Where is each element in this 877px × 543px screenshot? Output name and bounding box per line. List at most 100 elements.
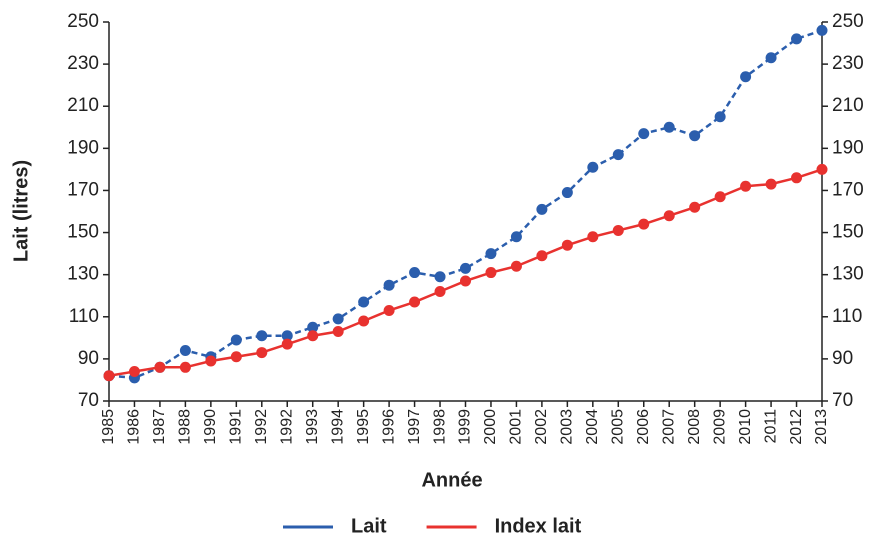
point [281, 338, 293, 350]
x-tick-label: 1990 [202, 409, 219, 445]
x-tick-label: 1996 [380, 409, 397, 445]
point [561, 187, 573, 199]
y2-tick-label: 230 [832, 53, 864, 74]
point [638, 218, 650, 230]
x-tick-label: 2012 [788, 409, 805, 445]
y-tick-label: 210 [67, 95, 99, 116]
x-tick-label: 2002 [533, 409, 550, 445]
x-tick-label: 1993 [304, 409, 321, 445]
y-tick-label: 150 [67, 222, 99, 243]
y-tick-label: 170 [67, 179, 99, 200]
y2-tick-label: 130 [832, 264, 864, 285]
point [434, 286, 446, 298]
x-tick-label: 2003 [559, 409, 576, 445]
point [434, 271, 446, 283]
x-tick-label: 1991 [228, 409, 245, 445]
y2-tick-label: 70 [832, 390, 853, 411]
point [485, 248, 497, 260]
y-tick-label: 130 [67, 264, 99, 285]
point [307, 321, 319, 333]
x-tick-label: 1985 [100, 409, 117, 445]
point [383, 304, 395, 316]
point [561, 239, 573, 251]
x-tick-label: 2005 [610, 409, 627, 445]
point [663, 121, 675, 133]
x-axis-title: Année [421, 469, 482, 491]
point [612, 224, 624, 236]
point [281, 330, 293, 342]
point [765, 178, 777, 190]
point [154, 361, 166, 373]
y2-tick-label: 110 [832, 306, 862, 327]
point [256, 330, 268, 342]
x-tick-label: 2011 [762, 409, 779, 444]
y2-tick-label: 170 [832, 179, 864, 200]
point [740, 180, 752, 192]
point [205, 355, 217, 367]
point [510, 231, 522, 243]
point [791, 172, 803, 184]
point [791, 33, 803, 45]
point [383, 279, 395, 291]
x-tick-label: 1994 [329, 409, 346, 445]
point [510, 260, 522, 272]
x-tick-label: 2001 [508, 409, 525, 445]
y2-tick-label: 250 [832, 11, 864, 32]
point [103, 370, 115, 382]
point [358, 315, 370, 327]
x-tick-label: 2008 [686, 409, 703, 445]
x-tick-label: 1999 [457, 409, 474, 445]
y2-tick-label: 90 [832, 348, 853, 369]
y2-tick-label: 190 [832, 137, 864, 158]
x-tick-label: 1986 [126, 409, 143, 445]
legend-label: Lait [351, 515, 387, 537]
x-tick-label: 2009 [711, 409, 728, 445]
point [638, 128, 650, 140]
y-tick-label: 250 [67, 11, 99, 32]
point [332, 326, 344, 338]
series-line [108, 29, 823, 380]
point [230, 334, 242, 346]
point [460, 275, 471, 287]
y-tick-label: 190 [67, 137, 99, 158]
point [714, 191, 726, 203]
x-tick-label: 1995 [355, 409, 372, 445]
point [179, 344, 191, 356]
x-tick-label: 1988 [177, 409, 194, 445]
point [256, 347, 268, 359]
legend-label: Index lait [495, 515, 582, 537]
y-tick-label: 230 [67, 53, 99, 74]
point [230, 351, 242, 363]
point [358, 296, 370, 308]
point [689, 130, 701, 142]
x-tick-label: 2004 [584, 409, 601, 445]
x-tick-label: 2006 [635, 409, 652, 445]
point [485, 267, 497, 279]
point [409, 267, 421, 279]
x-tick-label: 1992 [253, 409, 270, 445]
y2-tick-label: 210 [832, 95, 864, 116]
point [128, 366, 140, 378]
point [587, 161, 599, 173]
y-tick-label: 110 [69, 306, 99, 327]
point [689, 201, 701, 213]
point [740, 71, 752, 83]
point [663, 210, 675, 222]
point [587, 231, 599, 243]
point [307, 330, 319, 342]
x-tick-label: 1997 [406, 409, 423, 445]
point [409, 296, 421, 308]
point [714, 111, 726, 123]
point [332, 313, 344, 325]
point [765, 52, 777, 64]
point [816, 163, 828, 175]
y2-tick-label: 150 [832, 222, 864, 243]
x-tick-label: 2013 [813, 409, 830, 445]
x-tick-label: 1998 [431, 409, 448, 445]
point [612, 149, 624, 161]
point [536, 250, 548, 262]
point [179, 361, 191, 373]
x-tick-label: 2000 [482, 409, 499, 445]
point [460, 262, 471, 274]
